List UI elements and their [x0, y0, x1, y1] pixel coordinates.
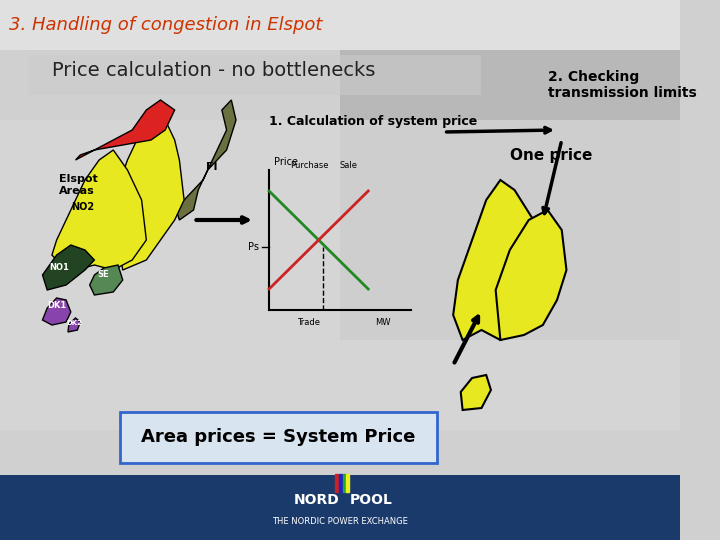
Text: Sale: Sale	[340, 161, 358, 170]
Text: DK2: DK2	[66, 320, 82, 326]
Polygon shape	[90, 265, 122, 295]
Polygon shape	[76, 100, 175, 160]
Bar	[346, 474, 349, 492]
Polygon shape	[175, 100, 236, 220]
Polygon shape	[495, 210, 567, 340]
Text: Area prices = System Price: Area prices = System Price	[141, 428, 415, 446]
Polygon shape	[461, 375, 491, 410]
Text: NO1: NO1	[49, 263, 69, 272]
Text: Trade: Trade	[297, 318, 320, 327]
Text: MW: MW	[375, 318, 391, 327]
Polygon shape	[42, 298, 71, 325]
Polygon shape	[68, 318, 80, 332]
Text: NORD: NORD	[294, 493, 340, 507]
Bar	[335, 474, 338, 492]
Polygon shape	[52, 150, 146, 270]
Text: DK1: DK1	[48, 301, 66, 310]
FancyBboxPatch shape	[340, 40, 680, 340]
Text: POOL: POOL	[349, 493, 392, 507]
Text: Elspot
Areas: Elspot Areas	[58, 174, 97, 196]
Text: 1. Calculation of system price: 1. Calculation of system price	[269, 115, 477, 128]
Text: SE: SE	[97, 270, 109, 279]
Bar	[343, 474, 346, 492]
Text: 2. Checking
transmission limits: 2. Checking transmission limits	[548, 70, 696, 100]
Text: 3. Handling of congestion in Elspot: 3. Handling of congestion in Elspot	[9, 16, 323, 34]
FancyBboxPatch shape	[0, 0, 680, 50]
Text: Purchase: Purchase	[290, 161, 329, 170]
Polygon shape	[113, 110, 184, 270]
Text: One price: One price	[510, 148, 592, 163]
Polygon shape	[453, 180, 543, 340]
Text: FI: FI	[206, 162, 217, 172]
FancyBboxPatch shape	[28, 55, 482, 95]
FancyBboxPatch shape	[120, 412, 437, 463]
Text: THE NORDIC POWER EXCHANGE: THE NORDIC POWER EXCHANGE	[272, 517, 408, 526]
FancyBboxPatch shape	[0, 475, 680, 540]
Bar	[339, 474, 342, 492]
Text: Ps: Ps	[248, 242, 259, 252]
Text: Price calculation - no bottlenecks: Price calculation - no bottlenecks	[52, 60, 375, 79]
Text: NO2: NO2	[71, 202, 94, 212]
FancyBboxPatch shape	[0, 120, 680, 430]
Text: Price: Price	[274, 157, 298, 167]
Polygon shape	[42, 245, 94, 290]
